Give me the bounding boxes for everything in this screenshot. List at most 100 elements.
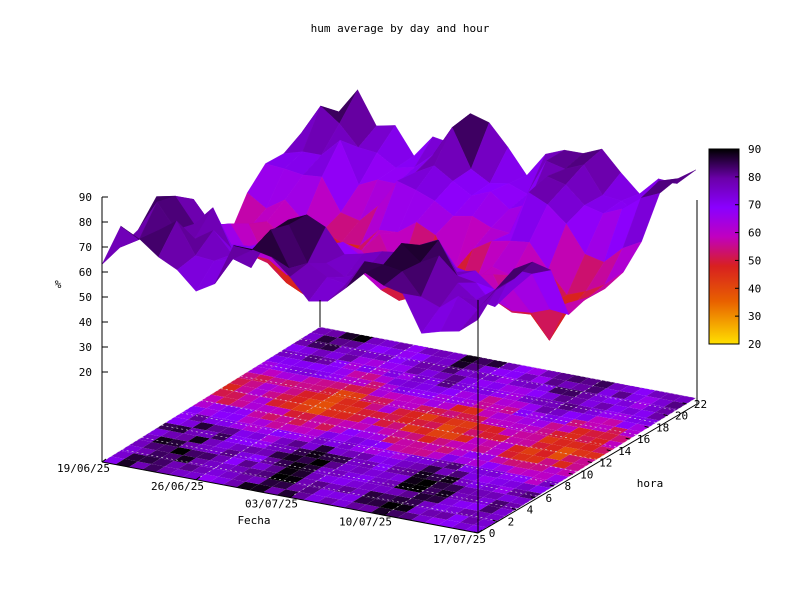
heatmap-cell [424,517,447,526]
heatmap-cell [263,486,286,495]
heatmap-cell [451,500,475,509]
heatmap-cell [242,402,265,411]
heatmap-cell [390,408,413,417]
heatmap-cell [471,401,494,410]
y-tick-label: 6 [546,492,553,505]
y-tick-mark [644,425,649,428]
heatmap-cell [386,377,409,387]
heatmap-cell [332,367,356,376]
heatmap-cell [344,458,368,467]
heatmap-cell [502,414,525,423]
heatmap-cell [305,362,329,371]
heatmap-cell [583,407,606,416]
heatmap-cell [160,452,183,461]
heatmap-cell [321,461,345,470]
heatmap-cell [182,471,206,480]
heatmap-cell [246,388,270,397]
heatmap-cell [236,481,259,490]
heatmap-cell [475,431,498,440]
heatmap-cell [196,430,220,439]
heatmap-cell [353,452,377,461]
heatmap-cell [281,453,305,462]
heatmap-cell [435,379,459,389]
colorbar-tick-label: 20 [748,338,761,351]
heatmap-cell [637,417,660,427]
heatmap-cell [516,373,540,382]
heatmap-cell [372,397,396,406]
heatmap-cell [506,422,530,431]
colorbar-ticks: 90 80 70 60 50 40 30 20 [735,143,761,351]
heatmap-cell [415,500,439,510]
heatmap-cell [337,332,361,341]
heatmap-cell [525,367,549,376]
heatmap-cell [491,507,515,517]
heatmap-cell [336,419,359,429]
heatmap-cell [274,349,298,358]
heatmap-cell [256,360,279,369]
heatmap-cell [331,455,354,464]
heatmap-cell [525,389,548,398]
heatmap-cell [596,410,620,419]
heatmap-cell [315,335,338,344]
heatmap-cell [291,382,315,391]
heatmap-cell [519,447,543,456]
heatmap-cell [560,454,583,463]
heatmap-cell [323,395,346,404]
heatmap-cell [328,359,351,368]
heatmap-cell [467,371,490,380]
heatmap-cell [264,420,287,430]
heatmap-cell [273,393,297,402]
heatmap-cell [519,469,542,478]
heatmap-cell [380,479,403,488]
x-tick-label: 03/07/25 [245,498,298,511]
heatmap-cell [309,414,332,423]
heatmap-cell [406,506,430,515]
heatmap-cell [359,394,382,403]
z-tick-label: 90 [79,191,92,204]
z-tick-label: 40 [79,316,92,329]
heatmap-cell [511,408,535,418]
heatmap-cell [633,387,656,397]
heatmap-cell [200,460,224,469]
heatmap-cell [455,508,479,517]
heatmap-cell [510,474,533,483]
heatmap-cell [384,487,407,496]
grid-line [181,412,558,485]
heatmap-cell [214,418,238,428]
heatmap-cell [524,433,548,442]
heatmap-cell [330,477,354,486]
heatmap-cell [506,466,529,475]
heatmap-cell [480,373,504,382]
heatmap-cell [422,377,445,386]
heatmap-cell [228,399,252,408]
heatmap-cell [165,438,188,448]
heatmap-cell [269,407,292,416]
surface-facet [101,225,140,265]
heatmap-cell [336,375,360,385]
x-tick-label: 17/07/25 [433,533,486,546]
heatmap-cell [278,357,302,366]
heatmap-cell [458,376,481,385]
heatmap-cell [574,413,597,422]
heatmap-cell [431,371,454,380]
heatmap-cell [412,426,435,436]
heatmap-cell [551,438,574,447]
heatmap-cell [327,381,351,390]
heatmap-cell [326,469,349,478]
heatmap-cell [380,457,403,466]
heatmap-cell [403,432,426,441]
grid-line [141,437,518,509]
heatmap-cell [566,375,589,384]
heatmap-cell [378,339,401,348]
heatmap-cell [333,345,356,355]
heatmap-cell [350,400,373,409]
heatmap-cell [357,460,381,469]
heatmap-cell [372,375,396,384]
heatmap-cell [565,397,589,406]
heatmap-cell [529,419,552,428]
heatmap-cell [471,379,495,388]
heatmap-cell [503,370,526,379]
heatmap-cell [353,474,376,483]
heatmap-cell [223,435,247,444]
heatmap-cell [314,379,337,388]
